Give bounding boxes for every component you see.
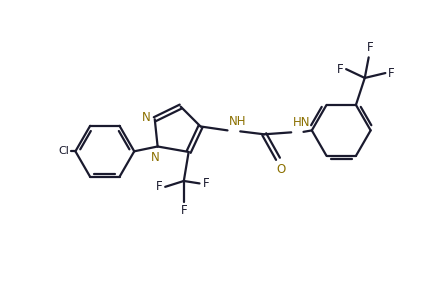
Text: Cl: Cl: [58, 146, 69, 156]
Text: F: F: [180, 204, 187, 218]
Text: F: F: [389, 66, 395, 80]
Text: HN: HN: [293, 116, 310, 130]
Text: N: N: [142, 111, 151, 124]
Text: F: F: [155, 180, 162, 193]
Text: F: F: [202, 177, 209, 190]
Text: F: F: [337, 63, 343, 76]
Text: O: O: [276, 163, 286, 176]
Text: NH: NH: [229, 115, 246, 128]
Text: N: N: [152, 151, 160, 164]
Text: F: F: [367, 41, 374, 55]
